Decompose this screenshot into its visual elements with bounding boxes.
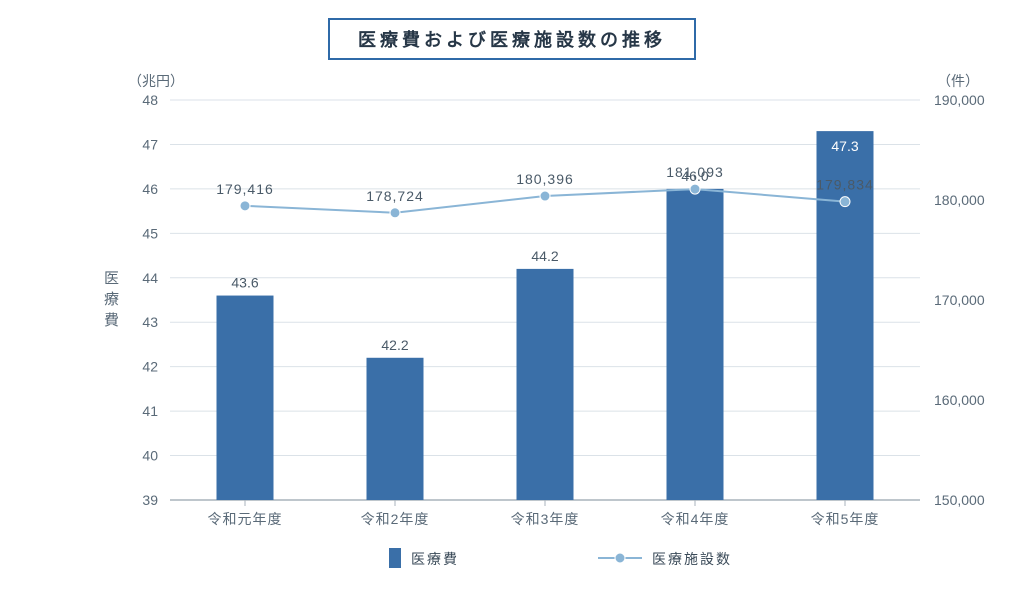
line-value-label: 179,834 (816, 177, 874, 193)
bar-value-label: 43.6 (231, 275, 258, 291)
y1-unit-label: （兆円） (128, 73, 184, 89)
line-marker (240, 201, 250, 211)
y2-unit-label: （件） (937, 73, 979, 89)
y1-axis-label: 医療費 (100, 270, 121, 333)
line-marker (840, 197, 850, 207)
x-category-label: 令和5年度 (811, 511, 880, 527)
bar (517, 269, 574, 500)
legend-label-bar: 医療費 (411, 551, 459, 567)
x-category-label: 令和2年度 (361, 511, 430, 527)
bar (217, 296, 274, 500)
y1-tick-label: 42 (142, 359, 158, 375)
legend-label-line: 医療施設数 (652, 551, 732, 567)
y1-tick-label: 45 (142, 225, 158, 241)
y1-tick-label: 39 (142, 492, 158, 508)
y1-tick-label: 41 (142, 403, 158, 419)
line-value-label: 180,396 (516, 171, 574, 187)
y2-tick-label: 190,000 (934, 92, 985, 108)
y1-tick-label: 47 (142, 136, 158, 152)
line-marker (690, 184, 700, 194)
y2-tick-label: 170,000 (934, 292, 985, 308)
bar-value-label: 47.3 (831, 138, 858, 154)
line-marker (540, 191, 550, 201)
x-category-label: 令和3年度 (511, 511, 580, 527)
legend-marker-icon (615, 553, 625, 563)
legend-swatch-bar (389, 548, 401, 568)
y1-tick-label: 48 (142, 92, 158, 108)
y2-tick-label: 150,000 (934, 492, 985, 508)
bar-value-label: 42.2 (381, 337, 408, 353)
bar (667, 189, 724, 500)
y2-tick-label: 160,000 (934, 392, 985, 408)
chart-svg: 39 40 41 42 43 44 45 46 47 48 150,000 160,000 170,00… (0, 0, 1024, 602)
line-marker (390, 208, 400, 218)
line-value-label: 179,416 (216, 181, 274, 197)
line-value-label: 181,093 (666, 164, 724, 180)
y2-tick-label: 180,000 (934, 192, 985, 208)
x-category-label: 令和元年度 (208, 511, 283, 527)
y1-tick-label: 40 (142, 448, 158, 464)
y1-tick-label: 44 (142, 270, 158, 286)
bar-value-label: 44.2 (531, 248, 558, 264)
x-category-label: 令和4年度 (661, 511, 730, 527)
y1-tick-label: 43 (142, 314, 158, 330)
bar (367, 358, 424, 500)
y1-tick-label: 46 (142, 181, 158, 197)
chart-title: 医療費および医療施設数の推移 (328, 18, 696, 60)
chart-container: 医療費および医療施設数の推移 医療費 39 40 41 42 43 44 45 46 47 48 1… (0, 0, 1024, 602)
line-value-label: 178,724 (366, 188, 424, 204)
